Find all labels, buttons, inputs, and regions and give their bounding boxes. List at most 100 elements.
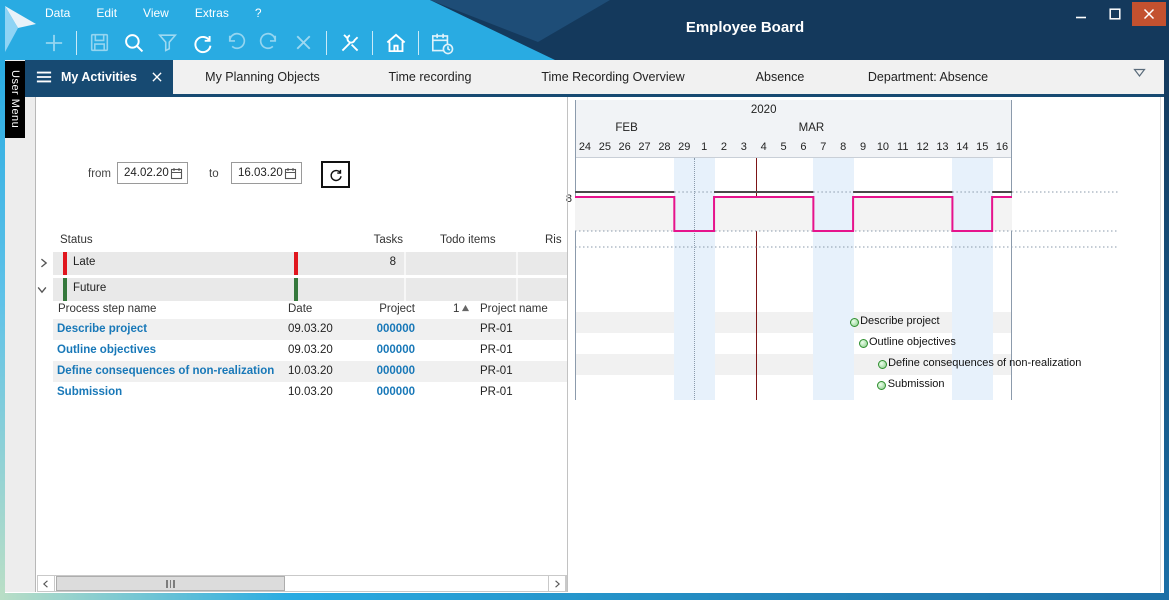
project-link[interactable]: 000000 [355, 365, 415, 377]
process-step-link[interactable]: Outline objectives [57, 344, 156, 356]
filter-icon[interactable] [154, 29, 181, 56]
gantt-day-label: 26 [615, 141, 635, 153]
gantt-day-label: 8 [833, 141, 853, 153]
gantt-day-label: 5 [774, 141, 794, 153]
gantt-day-label: 15 [972, 141, 992, 153]
user-menu-tab[interactable]: User Menu [5, 61, 25, 138]
column-header-todo-items[interactable]: Todo items [440, 234, 496, 246]
chevron-down-icon[interactable] [36, 284, 48, 296]
column-header-date[interactable]: Date [288, 303, 312, 315]
redo-icon[interactable] [256, 29, 283, 56]
milestone-icon[interactable] [859, 339, 868, 348]
column-header-tasks[interactable]: Tasks [340, 234, 403, 246]
gantt-row-band [575, 312, 1012, 333]
gantt-day-label: 29 [674, 141, 694, 153]
tab-department-absence[interactable]: Department: Absence [842, 60, 1014, 94]
gantt-day-label: 4 [754, 141, 774, 153]
window-frame-left [0, 60, 5, 593]
from-date-input[interactable]: 24.02.20 [117, 162, 188, 184]
tab-my-activities[interactable]: My Activities [25, 60, 173, 94]
app-window: 8 2020FEBMAR2425262728291234567891011121… [0, 0, 1169, 600]
save-icon[interactable] [86, 29, 113, 56]
project-link[interactable]: 000000 [355, 323, 415, 335]
scroll-left-button[interactable] [37, 575, 55, 592]
planning-calendar-icon[interactable] [428, 29, 455, 56]
milestone-label: Outline objectives [869, 336, 956, 348]
from-label: from [88, 168, 111, 180]
date-value: 09.03.20 [288, 344, 333, 356]
column-header-risk[interactable]: Ris [545, 234, 562, 246]
hamburger-menu-icon[interactable] [36, 70, 52, 84]
tabbar-bottom-strip [5, 94, 1164, 97]
milestone-label: Submission [888, 378, 945, 390]
window-title: Employee Board [620, 19, 870, 36]
window-frame-bottom [0, 593, 1169, 600]
status-value: Late [73, 256, 95, 268]
tab-absence[interactable]: Absence [718, 60, 842, 94]
delete-icon[interactable] [290, 29, 317, 56]
gantt-day-label: 16 [992, 141, 1012, 153]
refresh-icon[interactable] [188, 29, 215, 56]
to-date-value: 16.03.20 [238, 167, 283, 179]
milestone-icon[interactable] [850, 318, 859, 327]
milestone-icon[interactable] [878, 360, 887, 369]
menu-extras[interactable]: Extras [195, 6, 229, 20]
gantt-day-label: 25 [595, 141, 615, 153]
status-value: Future [73, 282, 106, 294]
project-name-value: PR-01 [480, 386, 513, 398]
close-tab-icon[interactable] [152, 72, 162, 82]
tab-overflow-dropdown-icon[interactable] [1133, 68, 1146, 78]
column-header-project-name[interactable]: Project name [480, 303, 548, 315]
project-name-value: PR-01 [480, 344, 513, 356]
gantt-day-label: 13 [933, 141, 953, 153]
active-tab-label: My Activities [61, 70, 143, 84]
add-icon[interactable] [40, 29, 67, 56]
undo-icon[interactable] [222, 29, 249, 56]
gantt-day-label: 28 [655, 141, 675, 153]
search-icon[interactable] [120, 29, 147, 56]
workload-chart [575, 158, 1120, 253]
scroll-right-button[interactable] [548, 575, 566, 592]
menu-view[interactable]: View [143, 6, 169, 20]
tab-time-recording-overview[interactable]: Time Recording Overview [508, 60, 718, 94]
column-header-status[interactable]: Status [60, 234, 93, 246]
tools-icon[interactable] [336, 29, 363, 56]
process-step-link[interactable]: Define consequences of non-realization [57, 365, 274, 377]
menu-edit[interactable]: Edit [96, 6, 117, 20]
menu-help[interactable]: ? [255, 6, 262, 20]
gantt-day-label: 1 [694, 141, 714, 153]
maximize-button[interactable] [1098, 2, 1132, 26]
toolbar-separator [372, 31, 373, 55]
date-value: 10.03.20 [288, 386, 333, 398]
process-step-link[interactable]: Submission [57, 386, 122, 398]
content-right-edge [1160, 97, 1161, 592]
calendar-icon[interactable] [284, 167, 297, 180]
window-controls [1064, 2, 1166, 26]
tab-my-planning-objects[interactable]: My Planning Objects [173, 60, 352, 94]
sort-order-badge[interactable]: 1 [453, 303, 470, 315]
to-date-input[interactable]: 16.03.20 [231, 162, 302, 184]
user-menu-label: User Menu [9, 70, 21, 128]
date-value: 10.03.20 [288, 365, 333, 377]
gantt-day-label: 6 [794, 141, 814, 153]
refresh-range-button[interactable] [321, 161, 350, 188]
toolbar-separator [418, 31, 419, 55]
project-link[interactable]: 000000 [355, 386, 415, 398]
tab-time-recording[interactable]: Time recording [352, 60, 508, 94]
minimize-button[interactable] [1064, 2, 1098, 26]
column-header-project[interactable]: Project [355, 303, 415, 315]
project-link[interactable]: 000000 [355, 344, 415, 356]
close-button[interactable] [1132, 2, 1166, 26]
calendar-icon[interactable] [170, 167, 183, 180]
milestone-icon[interactable] [877, 381, 886, 390]
chevron-right-icon[interactable] [38, 257, 50, 269]
menu-data[interactable]: Data [45, 6, 70, 20]
home-icon[interactable] [382, 29, 409, 56]
column-header-process-step-name[interactable]: Process step name [58, 303, 156, 315]
gantt-day-label: 27 [635, 141, 655, 153]
window-frame-right [1164, 60, 1169, 593]
to-label: to [209, 168, 219, 180]
process-step-link[interactable]: Describe project [57, 323, 147, 335]
scrollbar-thumb[interactable] [56, 576, 285, 591]
refresh-icon [327, 166, 344, 183]
